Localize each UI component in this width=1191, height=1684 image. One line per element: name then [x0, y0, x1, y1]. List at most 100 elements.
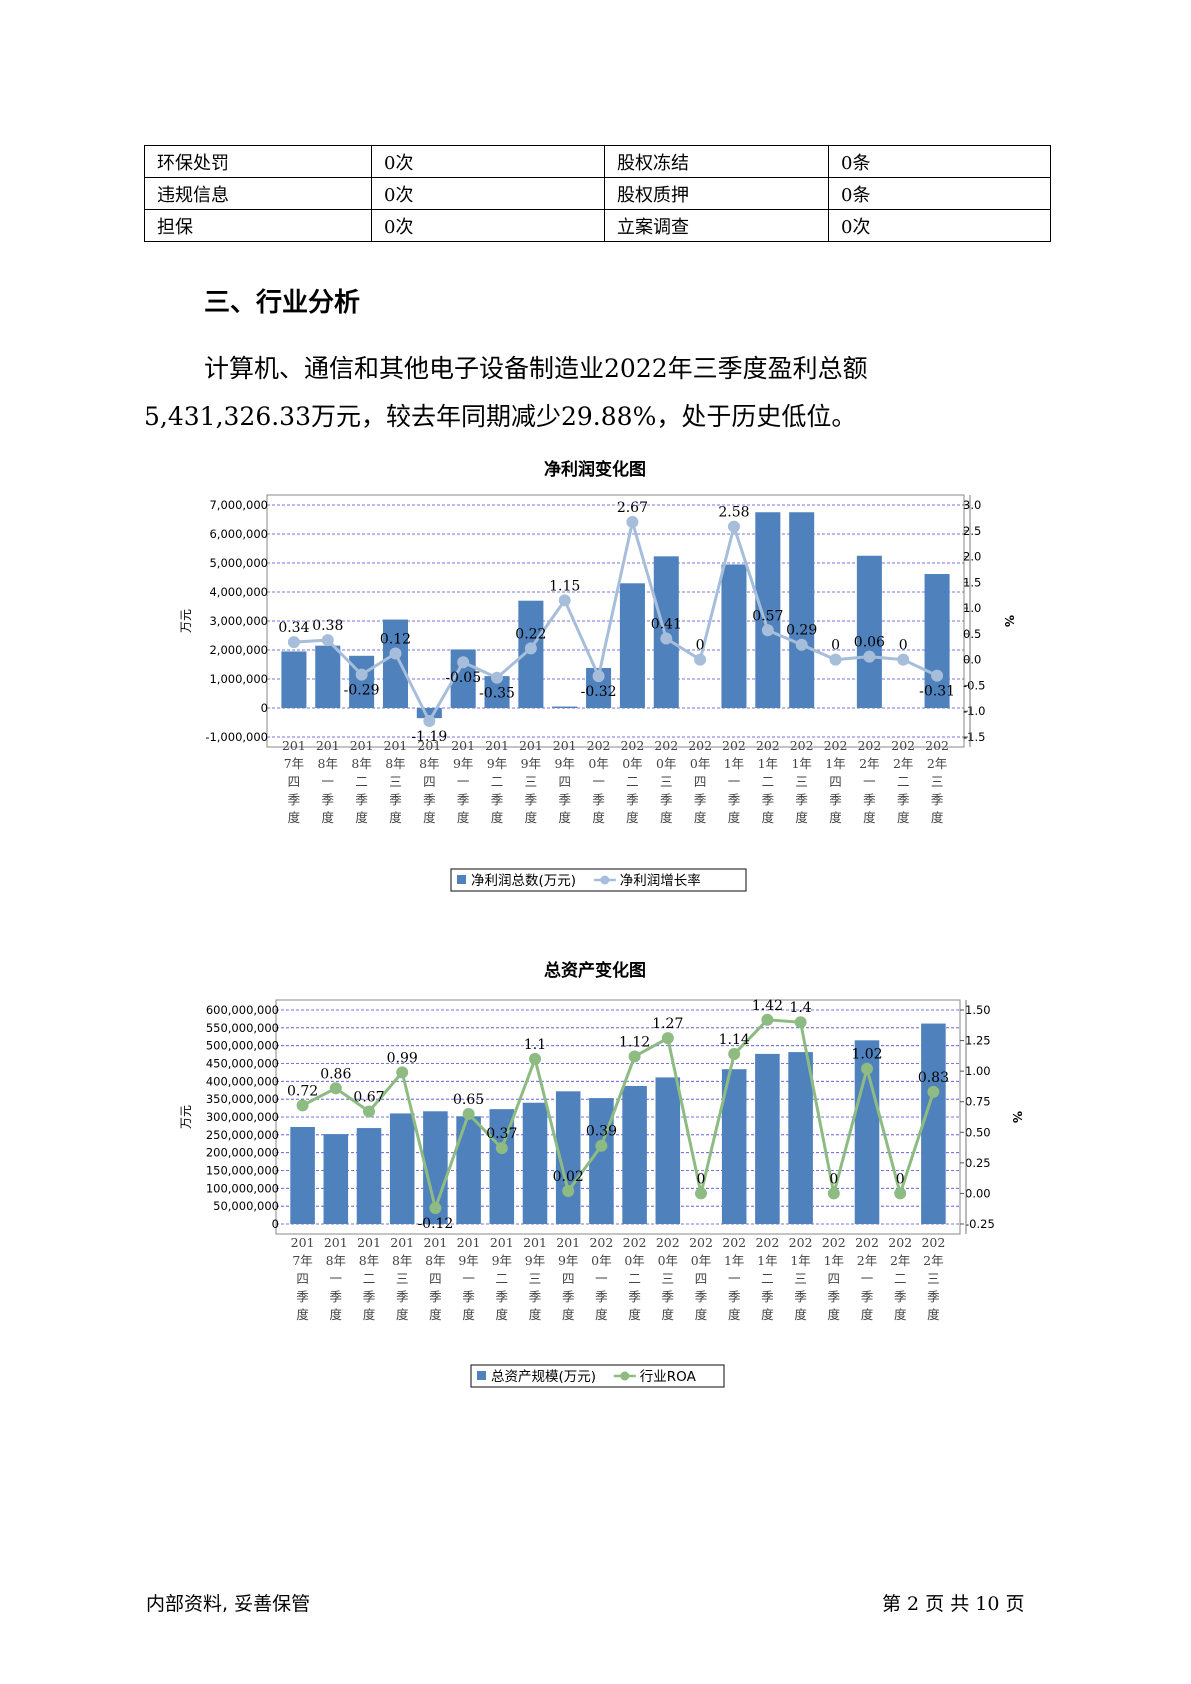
- x-tick-label: 季: [695, 1289, 708, 1304]
- line-point: [296, 1099, 309, 1112]
- x-tick-label: 2年: [859, 756, 879, 771]
- data-label: 0.83: [918, 1070, 949, 1086]
- x-tick-label: 度: [626, 810, 639, 825]
- data-label: 1.4: [789, 1000, 811, 1016]
- x-tick-label: 四: [562, 1271, 575, 1286]
- x-tick-label: 季: [322, 792, 335, 807]
- y-tick-label: 550,000,000: [206, 1021, 279, 1035]
- x-tick-label: 季: [861, 1289, 874, 1304]
- data-label: 0: [696, 638, 705, 654]
- y-tick-label: 3,000,000: [209, 614, 268, 628]
- bar: [622, 1085, 647, 1224]
- x-tick-label: 季: [423, 792, 436, 807]
- data-label: 0: [899, 638, 908, 654]
- bar: [721, 1069, 747, 1224]
- x-tick-label: 一: [592, 774, 605, 789]
- line-point: [389, 647, 402, 660]
- x-tick-label: 季: [288, 792, 301, 807]
- x-tick-label: 9年: [453, 756, 473, 771]
- line-point: [661, 1032, 674, 1045]
- x-tick-label: 度: [694, 810, 707, 825]
- x-tick-label: 季: [662, 1289, 675, 1304]
- line-point: [423, 715, 436, 728]
- x-tick-label: 度: [660, 810, 673, 825]
- data-label: -0.31: [919, 684, 955, 700]
- y2-tick-label: -0.25: [965, 1217, 995, 1231]
- x-tick-label: 季: [628, 1289, 641, 1304]
- data-label: 0.37: [486, 1126, 517, 1142]
- line-point: [355, 668, 368, 681]
- x-tick-label: 度: [462, 1307, 475, 1322]
- x-tick-label: 201: [523, 1235, 547, 1250]
- line-point: [761, 624, 774, 637]
- data-label: -0.12: [417, 1216, 453, 1232]
- x-tick-label: 度: [897, 810, 910, 825]
- x-tick-label: 度: [728, 810, 741, 825]
- bar: [522, 1102, 548, 1224]
- x-tick-label: 度: [794, 1307, 807, 1322]
- y2-tick-label: -1.5: [963, 730, 985, 744]
- x-tick-label: 季: [795, 792, 808, 807]
- x-tick-label: 二: [626, 774, 639, 789]
- chart-title: 总资产变化图: [544, 960, 646, 981]
- table-cell: 0次: [371, 209, 605, 242]
- data-label: 0.57: [752, 608, 783, 624]
- x-tick-label: 季: [762, 792, 775, 807]
- x-tick-label: 202: [822, 1235, 846, 1250]
- data-label: 1.15: [549, 578, 580, 594]
- x-tick-label: 季: [396, 1289, 409, 1304]
- x-tick-label: 四: [695, 1271, 708, 1286]
- y2-tick-label: 1.50: [965, 1003, 991, 1017]
- y2-tick-label: 2.0: [963, 550, 981, 564]
- y-tick-label: 6,000,000: [209, 527, 268, 541]
- line-point: [894, 1187, 907, 1200]
- y2-tick-label: 3.0: [963, 498, 981, 512]
- line-point: [457, 656, 470, 669]
- x-tick-label: 一: [728, 774, 741, 789]
- x-tick-label: 201: [282, 738, 306, 753]
- y2-tick-label: 1.00: [965, 1064, 991, 1078]
- line-point: [592, 670, 605, 683]
- x-tick-label: 2年: [857, 1253, 877, 1268]
- y2-tick-label: 0.00: [965, 1186, 991, 1200]
- data-label: 0: [831, 638, 840, 654]
- y-tick-label: 400,000,000: [206, 1074, 279, 1088]
- data-label: 0.86: [320, 1066, 351, 1082]
- y2-tick-label: 0.0: [963, 653, 981, 667]
- x-tick-label: 季: [863, 792, 876, 807]
- line-point: [695, 1187, 707, 1200]
- x-tick-label: 202: [888, 1235, 912, 1250]
- data-label: 2.58: [718, 505, 749, 521]
- x-tick-label: 季: [660, 792, 673, 807]
- y-tick-label: -1,000,000: [205, 730, 268, 744]
- x-tick-label: 季: [363, 1289, 376, 1304]
- net-profit-chart: 净利润变化图 7,000,000 6,000,000 5,000,000 4,000,0…: [0, 455, 1191, 915]
- table-cell: 违规信息: [144, 177, 372, 210]
- data-label: 1.12: [619, 1034, 650, 1050]
- x-tick-label: 度: [592, 810, 605, 825]
- total-assets-chart-svg: 总资产变化图 600,000,000 550,000,000 500,000,000 4…: [179, 960, 1024, 1388]
- x-tick-label: 二: [894, 1271, 907, 1286]
- x-tick-label: 二: [762, 774, 775, 789]
- x-tick-label: 201: [485, 738, 509, 753]
- table-cell: 担保: [144, 209, 372, 242]
- x-tick-label: 一: [457, 774, 470, 789]
- y-tick-label: 600,000,000: [206, 1003, 279, 1017]
- bar: [315, 645, 341, 708]
- data-label: 0.22: [515, 626, 546, 642]
- x-tick-label: 202: [756, 738, 780, 753]
- x-tick-label: 度: [429, 1307, 442, 1322]
- series-line: [293, 521, 938, 725]
- line-point: [595, 1139, 608, 1152]
- y-tick-label: 450,000,000: [206, 1057, 279, 1071]
- x-tick-label: 202: [925, 738, 949, 753]
- y-tick-label: 350,000,000: [206, 1092, 279, 1106]
- x-tick-label: 四: [423, 774, 436, 789]
- legend-item: 净利润增长率: [620, 872, 701, 889]
- line-point: [462, 1107, 475, 1120]
- bar: [921, 1023, 946, 1224]
- legend-bar-swatch: [457, 875, 466, 884]
- x-tick-label: 1年: [757, 1253, 777, 1268]
- x-tick-label: 度: [695, 1307, 708, 1322]
- x-tick-label: 201: [291, 1235, 315, 1250]
